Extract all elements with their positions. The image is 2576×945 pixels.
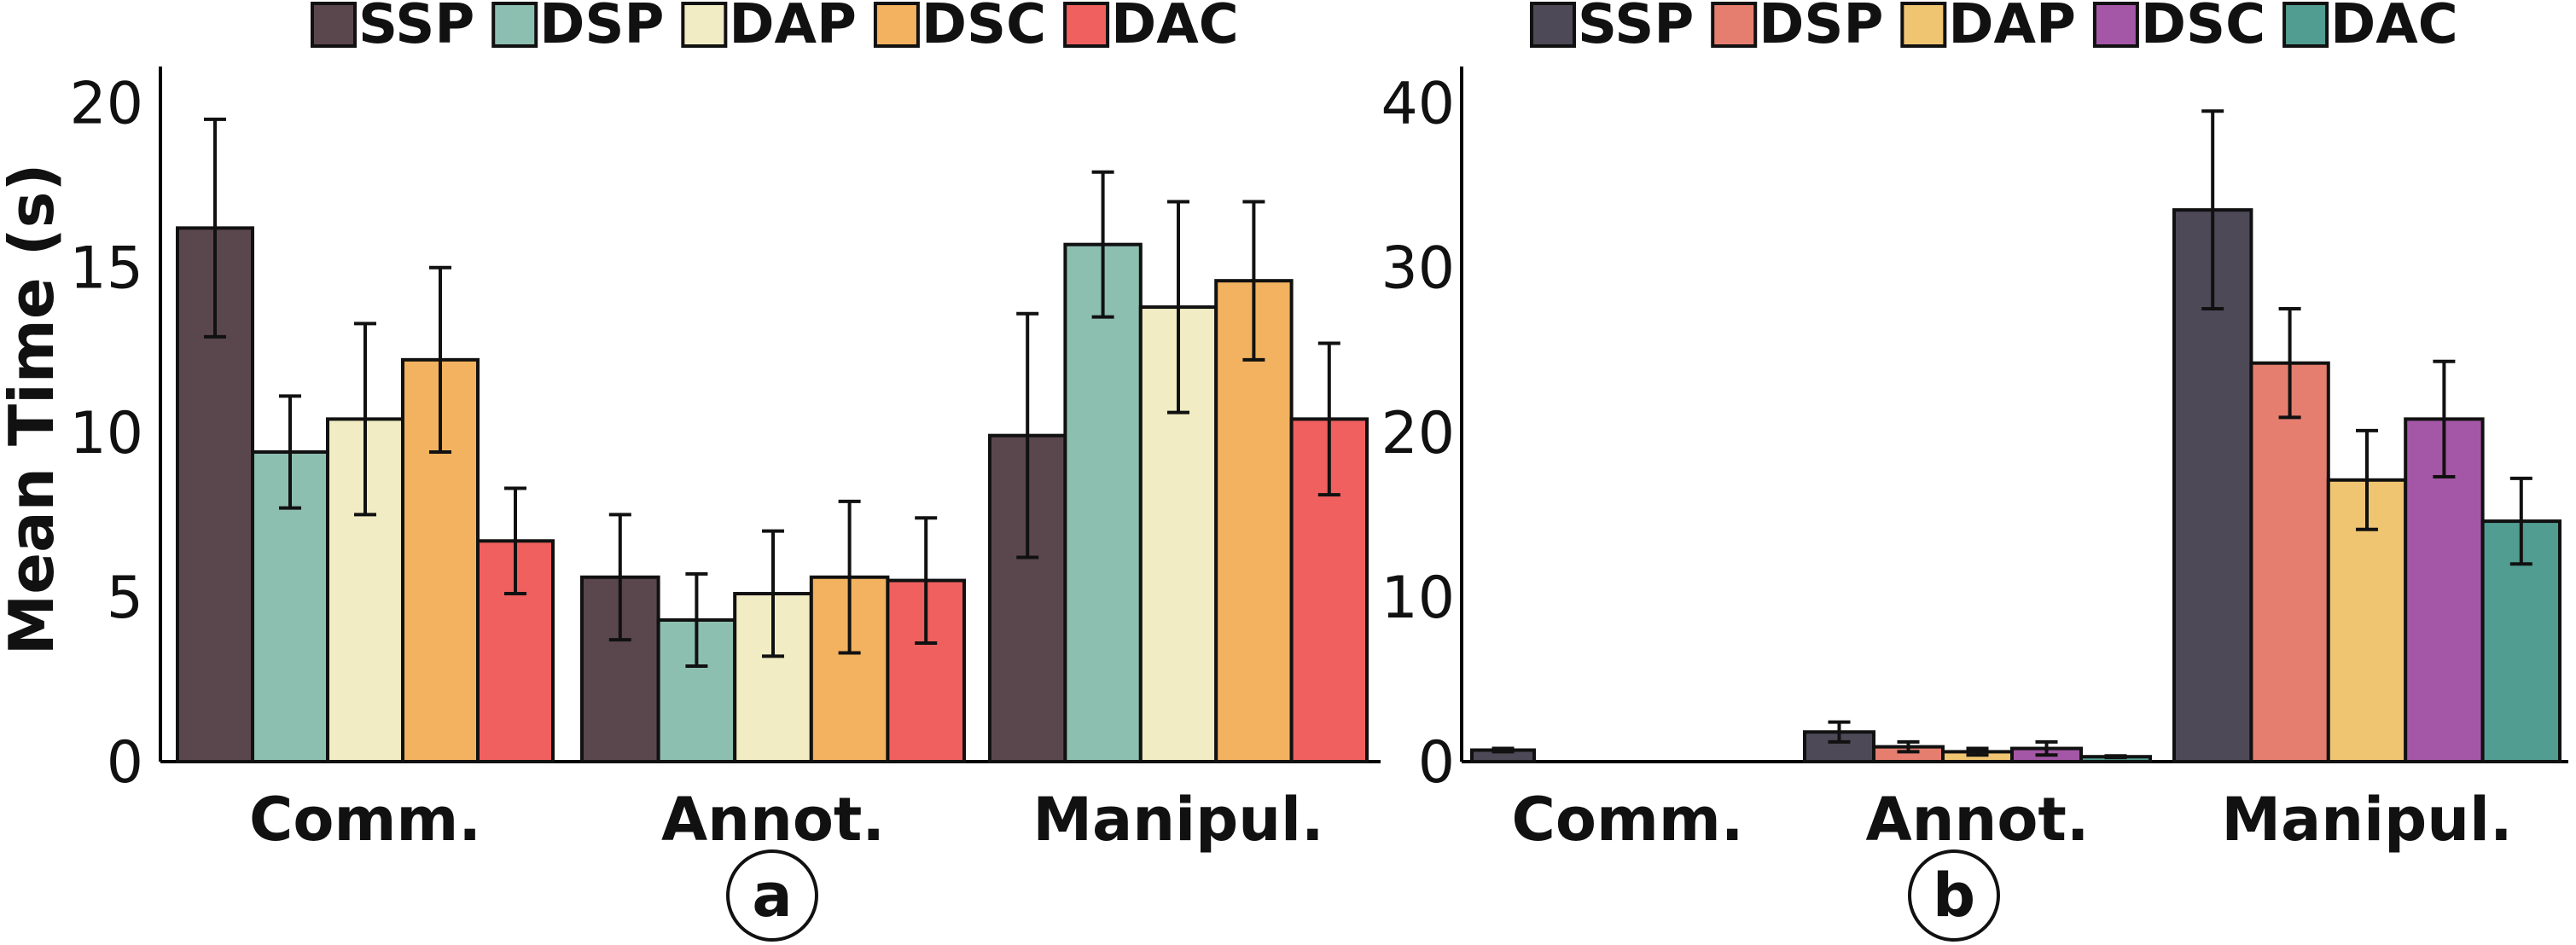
x-tick-label: Manipul. <box>1032 785 1323 855</box>
panel-label-circle <box>726 849 818 942</box>
chart-panel-a: 0 5 10 15 20 Comm. Annot. Manipul. SSP DSP DAP DSC D… <box>69 0 1381 942</box>
legend-swatch <box>1530 2 1576 48</box>
panel-label: a <box>752 861 792 931</box>
bar-dsp-manipul <box>2249 361 2330 763</box>
y-tick-label: 0 <box>107 729 143 797</box>
legend-swatch <box>1711 2 1758 48</box>
legend-label: DSP <box>539 0 664 56</box>
legend-swatch <box>681 2 728 48</box>
bar-dsp-manipul <box>1063 242 1143 763</box>
x-tick-label: Annot. <box>1866 785 2090 855</box>
legend-label: DAP <box>729 0 857 56</box>
y-tick-label: 10 <box>1381 565 1455 632</box>
legend-label: SSP <box>1578 0 1694 56</box>
y-tick-label: 0 <box>1418 729 1455 797</box>
legend-label: DSC <box>2141 0 2265 56</box>
legend-label: DSC <box>922 0 1046 56</box>
panel-label: b <box>1933 861 1975 931</box>
legend-label: DAP <box>1948 0 2076 56</box>
y-axis-label: Mean Time (s) <box>0 164 67 656</box>
panel-label-circle <box>1908 849 2000 942</box>
legend-label: SSP <box>358 0 474 56</box>
x-tick-label: Comm. <box>249 785 481 855</box>
legend-label: DAC <box>1111 0 1239 56</box>
legend-swatch <box>311 2 357 48</box>
y-tick-label: 10 <box>69 400 143 467</box>
y-tick-label: 30 <box>1381 235 1455 303</box>
x-tick-label: Manipul. <box>2221 785 2512 855</box>
legend-swatch <box>1063 2 1110 48</box>
legend-label: DSP <box>1759 0 1883 56</box>
legend-swatch <box>2092 2 2139 48</box>
legend-label: DAC <box>2330 0 2458 56</box>
chart-panel-b: 0 10 20 30 40 Comm. Annot. Manipul. SSP DSP DAP DSC… <box>1381 0 2568 942</box>
x-tick-label: Comm. <box>1512 785 1744 855</box>
legend-swatch <box>873 2 920 48</box>
y-tick-label: 20 <box>1381 400 1455 467</box>
y-tick-label: 5 <box>107 565 143 632</box>
y-tick-label: 15 <box>69 235 143 303</box>
legend-swatch <box>1900 2 1947 48</box>
legend-swatch <box>2282 2 2329 48</box>
x-tick-label: Annot. <box>661 785 885 855</box>
legend-swatch <box>491 2 538 48</box>
y-tick-label: 40 <box>1381 71 1455 138</box>
y-tick-label: 20 <box>69 71 143 138</box>
